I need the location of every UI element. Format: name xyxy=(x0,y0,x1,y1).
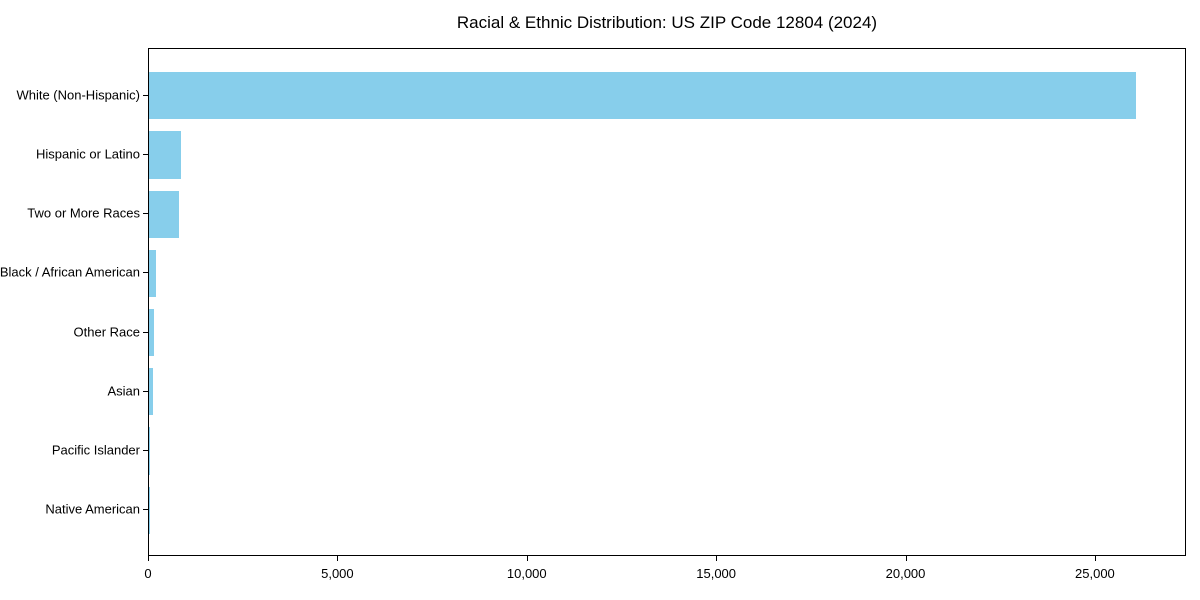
x-axis-label-20000: 20,000 xyxy=(885,566,926,581)
x-axis-label-25000: 25,000 xyxy=(1075,566,1115,581)
y-axis-label-black-african-american: Black / African American xyxy=(0,264,140,280)
bar-black-african-american xyxy=(149,249,157,298)
y-axis-tick xyxy=(143,332,148,333)
y-axis-tick xyxy=(143,272,148,273)
bar-two-or-more-races xyxy=(149,190,180,238)
x-axis-label-10000: 10,000 xyxy=(506,566,547,581)
x-axis-tick xyxy=(1095,556,1096,561)
bar-white-non-hispanic xyxy=(149,72,1136,120)
bar-pacific-islander xyxy=(149,427,150,475)
y-axis-tick xyxy=(143,391,148,392)
plot-area xyxy=(148,48,1186,556)
y-axis-label-hispanic-or-latino: Hispanic or Latino xyxy=(35,146,140,162)
y-axis-tick xyxy=(143,509,148,510)
y-axis-label-native-american: Native American xyxy=(45,501,140,517)
y-axis-label-asian: Asian xyxy=(107,383,140,399)
x-axis-label-5000: 5,000 xyxy=(321,566,354,581)
x-axis-tick xyxy=(337,556,338,561)
x-axis-tick xyxy=(906,556,907,561)
y-axis-label-pacific-islander: Pacific Islander xyxy=(51,442,140,458)
x-axis-label-0: 0 xyxy=(144,566,152,581)
x-axis-tick xyxy=(527,556,528,561)
chart-title: Racial & Ethnic Distribution: US ZIP Cod… xyxy=(456,13,878,32)
y-axis-tick xyxy=(143,95,148,96)
y-axis-tick xyxy=(143,213,148,214)
y-axis-label-two-or-more-races: Two or More Races xyxy=(27,205,140,221)
bar-other-race xyxy=(149,308,155,357)
bar-asian xyxy=(149,368,154,416)
y-axis-label-white-non-hispanic: White (Non-Hispanic) xyxy=(16,87,140,103)
y-axis-label-other-race: Other Race xyxy=(73,324,140,340)
x-axis-tick xyxy=(148,556,149,561)
y-axis-tick xyxy=(143,450,148,451)
y-axis-tick xyxy=(143,154,148,155)
x-axis-label-15000: 15,000 xyxy=(696,566,737,581)
x-axis-tick xyxy=(716,556,717,561)
bar-hispanic-or-latino xyxy=(149,131,182,179)
